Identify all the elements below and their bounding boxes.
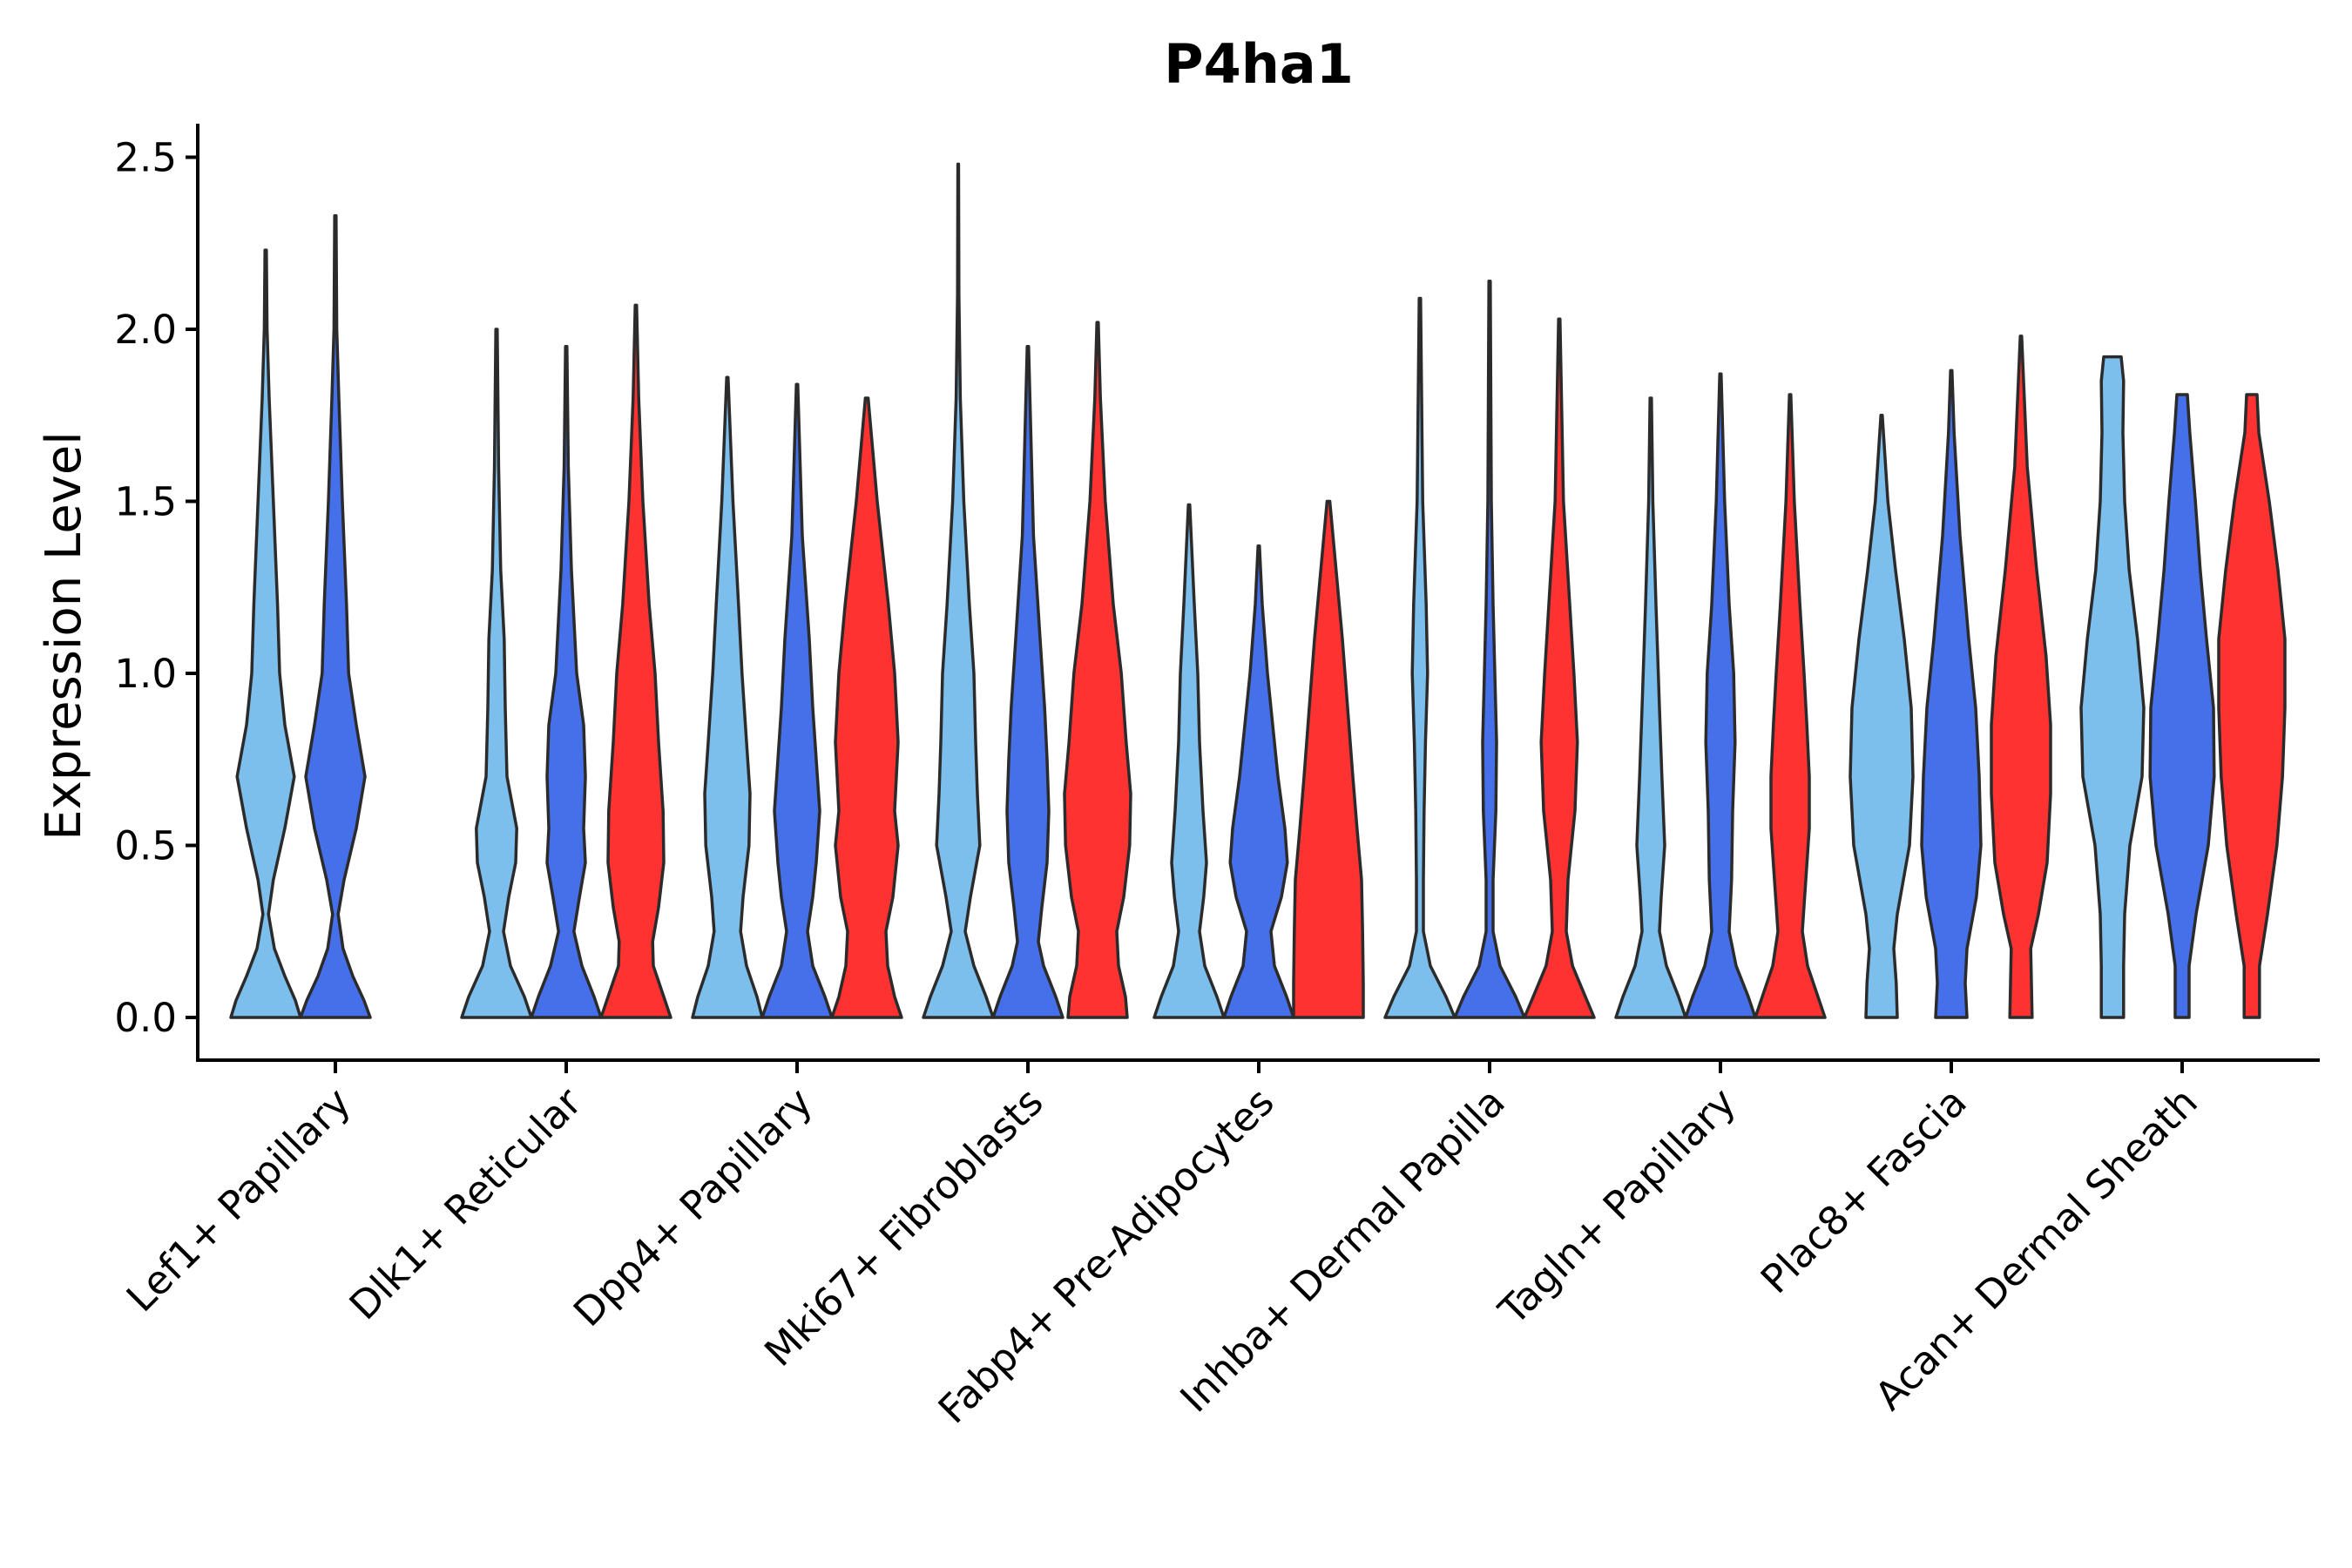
violin [1523, 317, 1596, 1019]
y-tick-label: 2.5 [114, 135, 177, 181]
violin [1614, 396, 1687, 1019]
violins [229, 162, 2287, 1019]
violin [1063, 321, 1132, 1019]
x-tick-label: Plac8+ Fascia [1752, 1078, 1976, 1302]
y-tick-label: 1.0 [114, 651, 177, 697]
y-tick-label: 0.5 [114, 823, 177, 869]
violin [922, 162, 995, 1019]
violin [229, 248, 302, 1019]
chart-title: P4ha1 [1164, 32, 1354, 96]
violin [1222, 544, 1295, 1019]
violin [830, 396, 903, 1019]
violin [1848, 414, 1915, 1019]
violin [1990, 335, 2052, 1019]
violin [1152, 503, 1226, 1019]
y-tick-label: 2.0 [114, 307, 177, 353]
violin [1684, 372, 1757, 1019]
violin [760, 382, 834, 1019]
x-tick-label: Tagln+ Papillary [1490, 1078, 1745, 1334]
violin [1754, 393, 1827, 1019]
y-axis-label: Expression Level [36, 431, 92, 841]
violin [460, 328, 533, 1019]
y-tick-label: 1.5 [114, 479, 177, 525]
violin [530, 345, 603, 1019]
violin [1920, 368, 1983, 1019]
violin [991, 345, 1064, 1019]
violin [2148, 393, 2216, 1019]
y-tick-label: 0.0 [114, 995, 177, 1041]
violin [2217, 393, 2287, 1019]
violin [2079, 355, 2146, 1019]
x-tick-label: Dlk1+ Reticular [341, 1078, 591, 1328]
x-tick-label: Lef1+ Papillary [118, 1078, 360, 1321]
violin [1383, 296, 1456, 1019]
violin [691, 375, 764, 1019]
x-tick-label: Dpp4+ Papillary [564, 1078, 821, 1335]
violin [1292, 499, 1365, 1019]
violin [299, 213, 372, 1019]
violin [599, 303, 672, 1019]
violin [1453, 279, 1526, 1019]
y-ticks: 0.0 0.5 1.0 1.5 2.0 2.5 [114, 135, 198, 1041]
